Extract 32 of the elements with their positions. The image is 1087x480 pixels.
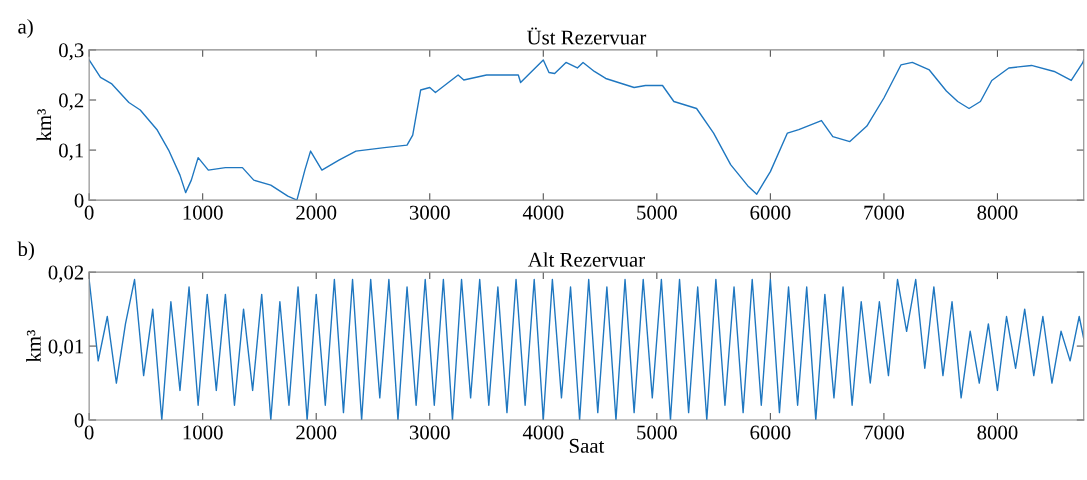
x-tick-label: 7000 (864, 425, 904, 440)
x-axis-title: Saat (569, 438, 605, 453)
chart-title: Üst Rezervuar (527, 27, 647, 45)
x-tick-label: 5000 (637, 425, 677, 440)
y-axis-title: km³ (26, 330, 41, 363)
y-tick-label: 0,1 (59, 143, 84, 161)
x-tick-label: 2000 (296, 205, 337, 220)
text: a) (18, 19, 33, 38)
x-tick-label: 3000 (409, 205, 450, 220)
x-tick-label: 2000 (296, 425, 337, 440)
x-tick-label: 6000 (750, 425, 791, 440)
x-tick-label: 0 (84, 425, 94, 440)
y-tick-label: 0 (74, 413, 84, 428)
x-tick-label: 6000 (750, 205, 791, 220)
y-tick-label: 0,2 (59, 93, 84, 111)
x-tick-label: 4000 (522, 425, 564, 440)
x-tick-label: 4000 (522, 205, 564, 220)
x-tick-label: 0 (84, 205, 94, 220)
x-tick-label: 7000 (864, 205, 904, 220)
x-tick-label: 5000 (637, 205, 677, 220)
x-tick-label: 8000 (977, 425, 1018, 440)
x-tick-label: 8000 (977, 205, 1018, 220)
y-tick-label: 0,01 (48, 339, 84, 357)
chart-title: Alt Rezervuar (527, 252, 645, 267)
y-tick-label: 0 (74, 193, 84, 208)
text: b) (17, 241, 34, 261)
y-tick-label: 0,02 (48, 265, 84, 283)
y-axis-title: km³ (36, 109, 52, 142)
x-tick-label: 1000 (183, 425, 223, 440)
y-tick-label: 0,3 (59, 43, 84, 61)
x-tick-label: 3000 (409, 425, 450, 440)
x-tick-label: 1000 (183, 205, 223, 220)
